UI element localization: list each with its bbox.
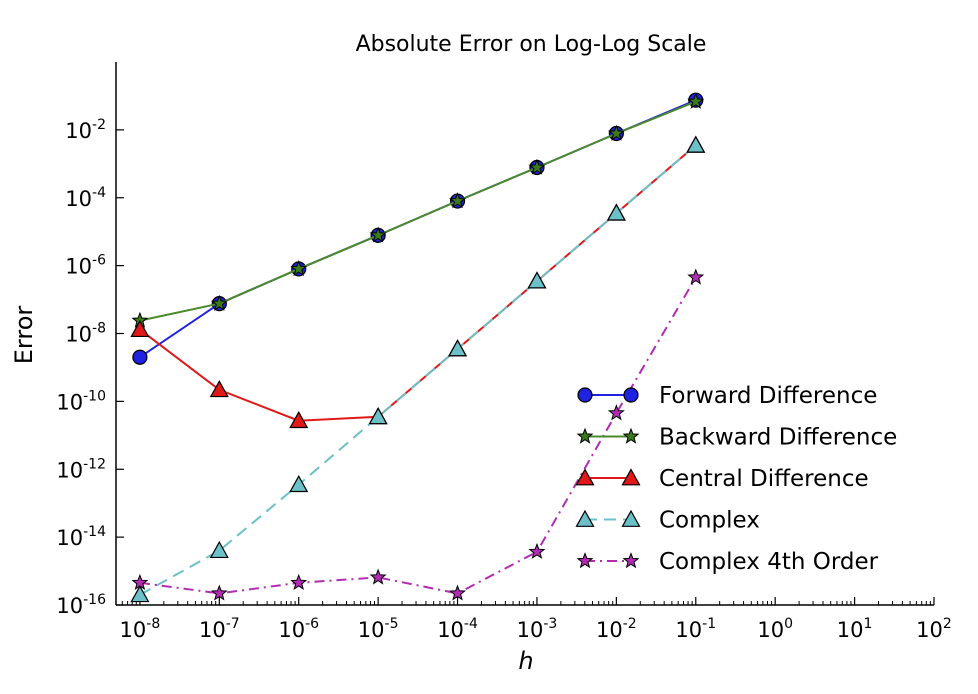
data-point bbox=[527, 271, 547, 289]
data-point bbox=[130, 585, 150, 603]
legend-label: Complex 4th Order bbox=[659, 549, 879, 575]
series-2 bbox=[131, 92, 705, 328]
plot-axes bbox=[115, 62, 934, 606]
data-point bbox=[289, 410, 309, 429]
x-tick-label: 10-5 bbox=[358, 616, 399, 642]
y-tick-label: 10-10 bbox=[56, 388, 106, 414]
data-point bbox=[687, 92, 705, 109]
legend-marker bbox=[621, 468, 641, 486]
data-point bbox=[210, 294, 228, 311]
data-point bbox=[449, 584, 467, 601]
y-tick-label: 10-8 bbox=[65, 321, 106, 347]
data-point bbox=[209, 380, 229, 398]
data-point bbox=[290, 260, 308, 277]
x-tick-label: 10-8 bbox=[120, 616, 161, 642]
data-point bbox=[528, 158, 546, 175]
data-point bbox=[289, 474, 309, 493]
series-line bbox=[139, 144, 697, 596]
series-4 bbox=[130, 135, 706, 603]
x-tick-label: 10-4 bbox=[437, 616, 478, 642]
y-tick-label: 10-2 bbox=[65, 117, 106, 143]
x-tick-label: 10-7 bbox=[199, 616, 240, 642]
legend-marker bbox=[577, 387, 593, 403]
x-axis-ticks: 10-8 10-7 10-6 10-5 10-4 10-3 10-2 10-1 100 101 10… bbox=[120, 597, 952, 642]
x-tick-label: 101 bbox=[837, 616, 873, 642]
series-layer bbox=[130, 92, 706, 603]
legend-label: Backward Difference bbox=[659, 425, 897, 451]
y-tick-label: 10-12 bbox=[56, 456, 106, 482]
legend-label: Central Difference bbox=[659, 466, 869, 492]
y-axis-label: Error bbox=[10, 306, 38, 365]
x-tick-label: 10-2 bbox=[596, 616, 637, 642]
data-point bbox=[210, 584, 228, 601]
x-tick-label: 102 bbox=[916, 616, 952, 642]
legend: Forward Difference Backward Difference Cen… bbox=[575, 383, 897, 575]
data-point bbox=[209, 540, 229, 559]
legend-marker bbox=[576, 552, 594, 569]
series-line bbox=[139, 100, 697, 322]
legend-marker bbox=[621, 509, 641, 527]
data-point bbox=[448, 339, 468, 357]
data-point bbox=[607, 124, 625, 141]
legend-marker bbox=[622, 552, 640, 569]
data-point bbox=[290, 573, 308, 591]
data-point bbox=[369, 226, 387, 243]
data-point bbox=[528, 542, 546, 559]
data-point bbox=[132, 349, 148, 365]
series-line bbox=[139, 144, 697, 422]
data-point bbox=[369, 568, 387, 585]
legend-marker bbox=[622, 427, 640, 444]
x-tick-label: 100 bbox=[757, 616, 793, 642]
data-point bbox=[130, 319, 150, 338]
y-tick-label: 10-6 bbox=[65, 253, 106, 279]
legend-marker bbox=[575, 509, 595, 527]
y-tick-label: 10-4 bbox=[65, 185, 106, 211]
legend-marker bbox=[623, 387, 639, 403]
data-point bbox=[607, 404, 625, 421]
legend-label: Forward Difference bbox=[659, 383, 877, 409]
data-point bbox=[368, 407, 388, 425]
data-point bbox=[131, 573, 149, 591]
chart-title: Absolute Error on Log-Log Scale bbox=[356, 32, 707, 57]
x-tick-label: 10-3 bbox=[517, 616, 558, 642]
x-axis-label: h bbox=[518, 647, 533, 675]
legend-marker bbox=[576, 427, 594, 444]
y-tick-label: 10-14 bbox=[56, 524, 106, 550]
x-tick-label: 10-1 bbox=[675, 616, 716, 642]
data-point bbox=[606, 203, 626, 221]
legend-marker bbox=[575, 468, 595, 486]
data-point bbox=[449, 192, 467, 209]
y-tick-label: 10-16 bbox=[56, 592, 106, 618]
x-tick-label: 10-6 bbox=[278, 616, 319, 642]
data-point bbox=[687, 268, 705, 285]
data-point bbox=[686, 135, 706, 153]
legend-label: Complex bbox=[659, 508, 760, 534]
y-axis-ticks: 10-2 10-4 10-6 10-8 10-10 10-12 10-14 10-16 bbox=[56, 117, 124, 618]
